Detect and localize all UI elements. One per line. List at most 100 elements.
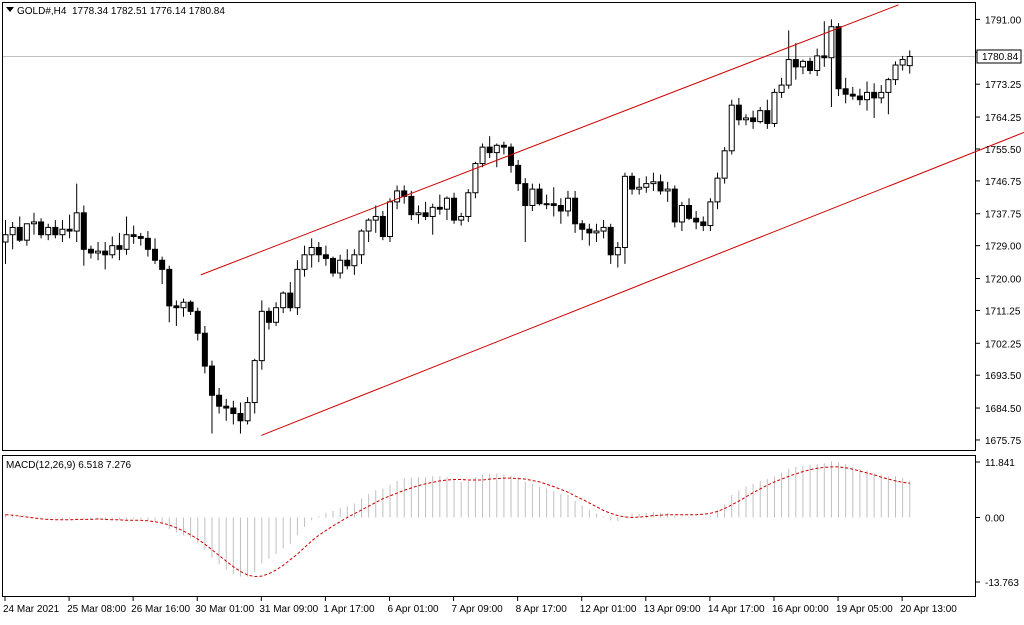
candle[interactable] [237, 402, 244, 434]
candle[interactable] [757, 106, 764, 124]
candle[interactable] [835, 23, 842, 97]
candle[interactable] [244, 397, 251, 425]
candle[interactable] [273, 302, 280, 326]
candle[interactable] [201, 325, 208, 374]
candle[interactable] [643, 176, 650, 193]
candle[interactable] [166, 265, 173, 323]
candle[interactable] [394, 185, 401, 210]
candle[interactable] [194, 307, 201, 341]
candle[interactable] [443, 196, 450, 221]
candle[interactable] [301, 245, 308, 277]
candle[interactable] [621, 172, 628, 264]
candle[interactable] [686, 198, 693, 221]
candle[interactable] [379, 210, 386, 241]
candle[interactable] [422, 201, 429, 221]
candle[interactable] [771, 88, 778, 128]
candle[interactable] [764, 99, 771, 129]
candle[interactable] [144, 231, 151, 257]
candle[interactable] [322, 245, 329, 266]
candle[interactable] [522, 178, 529, 243]
candle[interactable] [16, 216, 23, 243]
candle[interactable] [664, 181, 671, 202]
candle[interactable] [700, 216, 707, 232]
candle[interactable] [358, 229, 365, 264]
candle[interactable] [280, 291, 287, 314]
candle[interactable] [614, 242, 621, 268]
candle[interactable] [906, 50, 913, 74]
candle[interactable] [80, 205, 87, 266]
candle[interactable] [600, 220, 607, 239]
candle[interactable] [899, 55, 906, 71]
candle[interactable] [208, 360, 215, 434]
candle[interactable] [102, 242, 109, 270]
candle[interactable] [59, 220, 66, 243]
candle[interactable] [408, 190, 415, 221]
candle[interactable] [892, 61, 899, 86]
candle[interactable] [315, 242, 322, 263]
candle[interactable] [742, 114, 749, 126]
candle[interactable] [728, 99, 735, 155]
candle[interactable] [287, 282, 294, 312]
candle[interactable] [230, 400, 237, 425]
candle[interactable] [707, 198, 714, 232]
candle[interactable] [87, 245, 94, 259]
candle[interactable] [109, 236, 116, 259]
candle[interactable] [130, 225, 137, 244]
candle[interactable] [372, 205, 379, 233]
candle[interactable] [216, 387, 223, 414]
candle[interactable] [814, 48, 821, 76]
candle[interactable] [629, 172, 636, 195]
candle[interactable] [45, 223, 52, 241]
candle[interactable] [593, 223, 600, 243]
candle[interactable] [173, 300, 180, 326]
candle[interactable] [152, 238, 159, 264]
candle[interactable] [351, 249, 358, 275]
candle[interactable] [472, 161, 479, 199]
candle[interactable] [265, 307, 272, 330]
candle[interactable] [586, 223, 593, 246]
candle[interactable] [223, 398, 230, 421]
candle[interactable] [486, 136, 493, 159]
candle[interactable] [885, 77, 892, 115]
dropdown-triangle-icon[interactable] [6, 7, 14, 12]
candle[interactable] [137, 232, 144, 246]
candle[interactable] [330, 256, 337, 277]
candle[interactable] [294, 260, 301, 315]
candle[interactable] [856, 88, 863, 106]
candle[interactable] [38, 218, 45, 239]
candle[interactable] [337, 254, 344, 279]
candle[interactable] [386, 198, 393, 243]
candle[interactable] [821, 21, 828, 67]
candle[interactable] [878, 85, 885, 104]
candle[interactable] [735, 97, 742, 126]
candle[interactable] [415, 205, 422, 224]
candle[interactable] [536, 183, 543, 206]
candle[interactable] [799, 59, 806, 75]
candle[interactable] [678, 201, 685, 232]
candle[interactable] [657, 174, 664, 195]
candle[interactable] [73, 183, 80, 243]
candle[interactable] [23, 223, 30, 246]
candle[interactable] [159, 256, 166, 284]
candle[interactable] [607, 223, 614, 264]
candle[interactable] [842, 77, 849, 104]
candle[interactable] [550, 187, 557, 217]
candle[interactable] [251, 358, 258, 414]
candle[interactable] [849, 86, 856, 100]
candle[interactable] [429, 203, 436, 235]
candle[interactable] [458, 212, 465, 226]
candle[interactable] [365, 218, 372, 243]
channel-line-upper[interactable] [200, 4, 899, 276]
candle[interactable] [557, 198, 564, 224]
candle[interactable] [671, 185, 678, 228]
candle[interactable] [807, 57, 814, 75]
candle[interactable] [564, 190, 571, 217]
candle[interactable] [308, 238, 315, 268]
candle[interactable] [465, 189, 472, 222]
channel-line-lower[interactable] [261, 127, 1024, 436]
candle[interactable] [785, 30, 792, 89]
candle[interactable] [95, 242, 102, 261]
candle[interactable] [451, 192, 458, 224]
candle[interactable] [693, 210, 700, 230]
